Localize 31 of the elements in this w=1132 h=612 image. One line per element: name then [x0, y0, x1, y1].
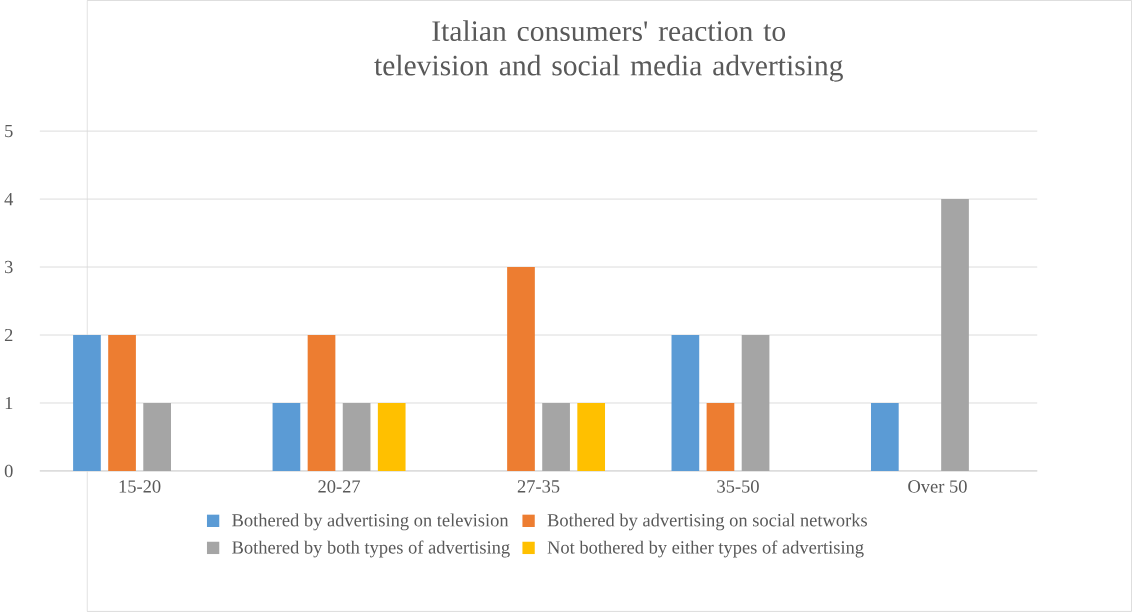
bar	[507, 267, 535, 471]
bar	[307, 335, 336, 471]
x-tick-label: Over 50	[908, 480, 967, 493]
legend-label: Bothered by advertising on television	[232, 513, 509, 531]
bar	[73, 335, 101, 471]
legend-label: Bothered by advertising on social networks	[547, 513, 867, 531]
x-tick-label: 35-50	[717, 480, 759, 493]
chart-title: Italian consumers' reaction to television and social media advertising	[374, 20, 843, 82]
bar	[706, 403, 735, 471]
bar	[741, 335, 770, 471]
y-tick-label: 2	[4, 328, 13, 342]
x-tick-label: 27-35	[517, 480, 560, 493]
legend-label: Bothered by both types of advertising	[232, 540, 510, 558]
x-tick-label: 15-20	[119, 480, 161, 493]
x-tick-label: 20-27	[318, 480, 361, 493]
bar	[143, 403, 171, 471]
y-tick-label: 1	[5, 396, 13, 410]
bar	[377, 403, 406, 471]
y-tick-label: 3	[5, 260, 13, 274]
y-tick-label: 5	[5, 125, 13, 138]
y-tick-label: 4	[4, 193, 14, 206]
bar	[272, 403, 301, 471]
bar	[542, 403, 570, 471]
bar	[577, 403, 606, 471]
bar	[671, 335, 700, 471]
legend-label: Not bothered by either types of advertising	[547, 540, 864, 558]
bar	[870, 403, 899, 471]
y-tick-label: 0	[4, 464, 13, 478]
bar	[108, 335, 136, 471]
bar	[342, 403, 371, 471]
bar	[941, 199, 969, 471]
